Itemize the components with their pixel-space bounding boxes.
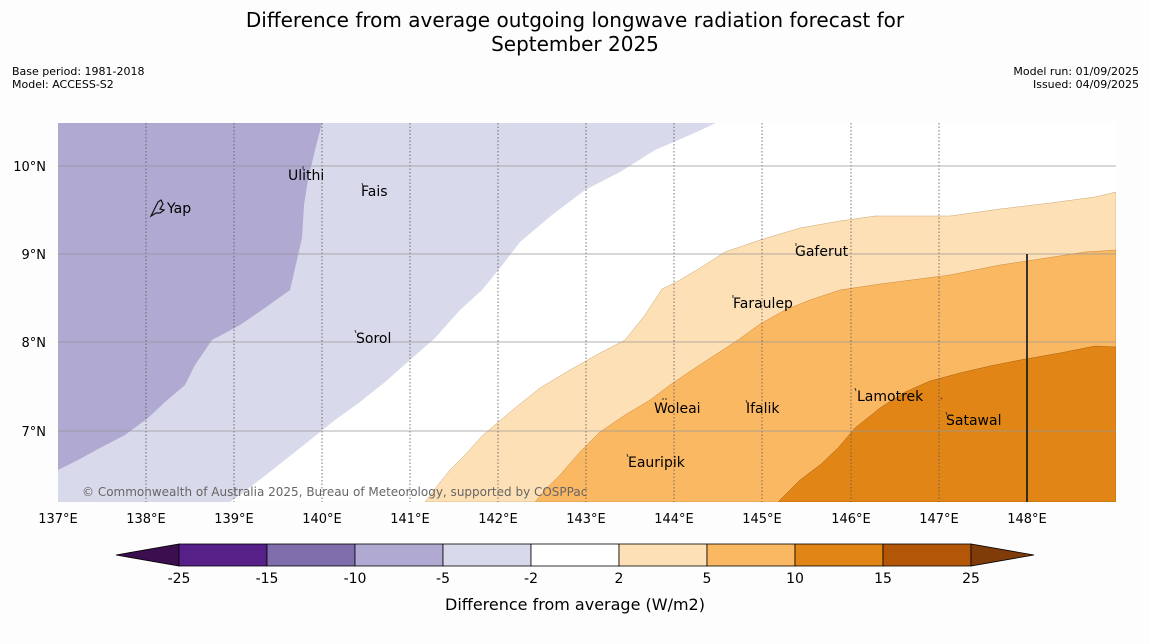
place-label-satawal: Satawal — [946, 413, 1001, 429]
colorbar-tick-label: 25 — [962, 571, 980, 587]
model-name: Model: ACCESS-S2 — [12, 78, 114, 91]
longitude-gridlines — [145, 123, 940, 502]
lat-tick-9N: 9°N — [22, 248, 47, 263]
lat-tick-10N: 10°N — [13, 160, 46, 175]
lon-tick-142E: 142°E — [478, 512, 518, 527]
place-label-lamotrek: Lamotrek — [857, 389, 924, 405]
colorbar-segment — [354, 543, 444, 567]
lat-tick-8N: 8°N — [22, 336, 47, 351]
colorbar-label: Difference from average (W/m2) — [445, 595, 705, 614]
colorbar-segment — [882, 543, 972, 567]
place-label-yap: Yap — [166, 201, 191, 217]
colorbar-segment — [530, 543, 620, 567]
lon-tick-144E: 144°E — [654, 512, 694, 527]
colorbar-tick-label: -10 — [344, 571, 367, 587]
colorbar-segment — [178, 543, 268, 567]
issued-date: Issued: 04/09/2025 — [1032, 78, 1139, 91]
place-label-gaferut: Gaferut — [795, 244, 849, 260]
place-label-fais: Fais — [361, 184, 388, 200]
chart-title: Difference from average outgoing longwav… — [0, 8, 1150, 56]
meta-left: Base period: 1981-2018 Model: ACCESS-S2 — [12, 65, 144, 91]
colorbar-segment — [618, 543, 708, 567]
lat-tick-7N: 7°N — [22, 425, 47, 440]
lon-tick-140E: 140°E — [302, 512, 342, 527]
copyright-notice: © Commonwealth of Australia 2025, Bureau… — [82, 485, 587, 499]
meta-right: Model run: 01/09/2025 Issued: 04/09/2025 — [1013, 65, 1139, 91]
colorbar-tick-label: 15 — [874, 571, 892, 587]
olr-band-10-15 — [777, 345, 1116, 502]
island-markers — [302, 166, 948, 458]
lon-tick-139E: 139°E — [214, 512, 254, 527]
olr-band-minus10-minus5 — [58, 123, 322, 470]
lon-tick-146E: 146°E — [831, 512, 871, 527]
colorbar-tick-label: -2 — [524, 571, 538, 587]
title-line-2: September 2025 — [491, 32, 659, 56]
colorbar-segment — [266, 543, 356, 567]
lon-tick-141E: 141°E — [390, 512, 430, 527]
lon-tick-143E: 143°E — [566, 512, 606, 527]
colorbar-tick-label: -15 — [256, 571, 279, 587]
colorbar-tick-label: 5 — [703, 571, 712, 587]
colorbar-arrow-high — [970, 543, 1035, 567]
place-label-sorol: Sorol — [356, 331, 391, 347]
place-label-woleai: Woleai — [654, 401, 701, 417]
model-run: Model run: 01/09/2025 — [1013, 65, 1139, 78]
place-label-ulithi: Ulithi — [288, 168, 324, 184]
place-label-eauripik: Eauripik — [628, 455, 686, 471]
map-area: Yap Ulithi Fais Sorol Gaferut Faraulep W… — [58, 123, 1116, 502]
colorbar-tick-label: 2 — [615, 571, 624, 587]
title-line-1: Difference from average outgoing longwav… — [245, 8, 905, 32]
colorbar: -25 -15 -10 -5 -2 2 5 10 15 25 — [115, 543, 1035, 587]
latitude-gridlines — [58, 165, 1116, 432]
colorbar-tick-label: 10 — [786, 571, 804, 587]
place-label-ifalik: Ifalik — [746, 401, 780, 417]
lon-tick-137E: 137°E — [38, 512, 78, 527]
colorbar-segment — [706, 543, 796, 567]
place-label-faraulep: Faraulep — [733, 296, 793, 312]
colorbar-segment — [794, 543, 884, 567]
colorbar-tick-label: -25 — [168, 571, 191, 587]
colorbar-tick-label: -5 — [436, 571, 450, 587]
lon-tick-148E: 148°E — [1007, 512, 1047, 527]
base-period: Base period: 1981-2018 — [12, 65, 145, 78]
yap-island-outline — [149, 199, 166, 218]
lon-tick-147E: 147°E — [919, 512, 959, 527]
colorbar-segment — [442, 543, 532, 567]
lon-tick-145E: 145°E — [742, 512, 782, 527]
lon-tick-138E: 138°E — [126, 512, 166, 527]
colorbar-arrow-low — [115, 543, 180, 567]
